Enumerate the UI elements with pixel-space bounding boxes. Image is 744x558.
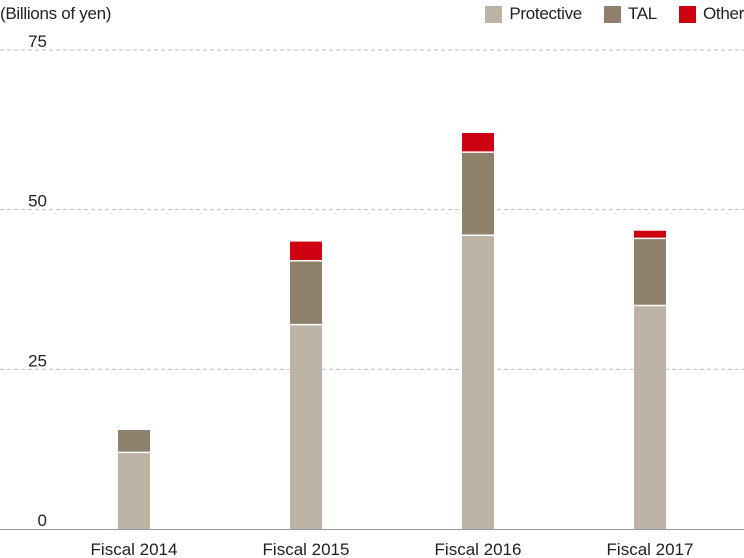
bar-protective-0 [118, 452, 150, 529]
legend-label-tal: TAL [627, 4, 657, 23]
legend-label-other: Other [702, 4, 744, 23]
bar-protective-2 [462, 235, 494, 530]
x-tick-label-0: Fiscal 2014 [91, 540, 178, 558]
bar-tal-3 [634, 238, 666, 306]
y-tick-label-75: 75 [28, 32, 47, 51]
legend-item-other: Other [678, 4, 744, 24]
legend-item-tal: TAL [603, 4, 657, 24]
y-tick-label-25: 25 [28, 351, 47, 370]
bar-protective-1 [290, 324, 322, 529]
legend-swatch-tal [603, 5, 621, 23]
bar-protective-3 [634, 305, 666, 529]
legend-item-protective: Protective [485, 4, 582, 24]
y-tick-label-50: 50 [28, 192, 47, 211]
bar-other-3 [634, 230, 666, 239]
bar-tal-2 [462, 152, 494, 236]
bar-tal-0 [118, 430, 150, 453]
legend: Protective TAL Other [485, 4, 744, 24]
bar-other-2 [462, 133, 494, 153]
legend-label-protective: Protective [509, 4, 582, 23]
x-tick-label-1: Fiscal 2015 [263, 540, 350, 558]
legend-swatch-other [678, 5, 696, 23]
bar-tal-1 [290, 260, 322, 325]
bar-other-1 [290, 241, 322, 261]
legend-swatch-protective [485, 5, 503, 23]
y-tick-label-0: 0 [38, 511, 47, 530]
x-tick-label-3: Fiscal 2017 [607, 540, 694, 558]
x-tick-label-2: Fiscal 2016 [435, 540, 522, 558]
y-axis-label: (Billions of yen) [0, 4, 112, 23]
